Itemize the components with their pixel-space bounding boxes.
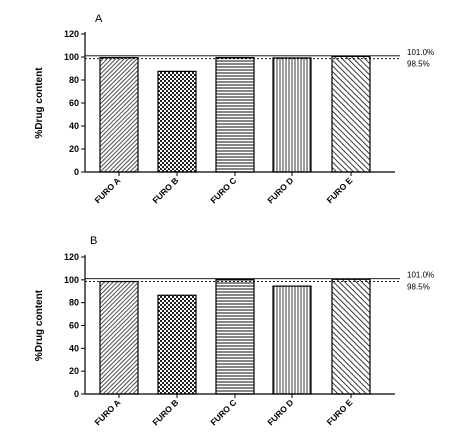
y-axis-label: %Drug content (34, 289, 45, 361)
y-tick-label: 0 (74, 389, 79, 399)
chart-panel-a: A %Drug content 101.0% 98.5% 0 20 40 60 80 100 120… (34, 13, 434, 205)
bar-furo-e (331, 278, 371, 395)
reference-line-label: 98.5% (407, 60, 430, 69)
x-tick-label: FURO A (93, 175, 123, 205)
x-tick-label: FURO C (208, 175, 238, 205)
y-tick-label: 100 (64, 275, 79, 285)
y-tick-label: 120 (64, 252, 79, 262)
y-tick-label: 80 (69, 298, 79, 308)
panel-label: A (95, 13, 103, 25)
y-tick-label: 120 (64, 29, 79, 39)
y-tick-label: 40 (69, 121, 79, 131)
bar-furo-c (215, 278, 255, 395)
y-tick-label: 60 (69, 98, 79, 108)
chart-panel-b: B %Drug content 101.0% 98.5% 0 20 40 60 80 100 120… (34, 235, 434, 427)
bar-furo-e (331, 55, 371, 173)
x-tick-label: FURO B (150, 175, 180, 205)
y-tick-label: 20 (69, 366, 79, 376)
y-axis-label: %Drug content (34, 67, 45, 139)
y-tick-label: 100 (64, 52, 79, 62)
bar-furo-d (272, 57, 312, 173)
bar-furo-a (99, 280, 139, 395)
y-tick-label: 20 (69, 144, 79, 154)
panel-label: B (90, 235, 97, 247)
x-tick-label: FURO C (208, 397, 238, 427)
x-tick-label: FURO D (265, 397, 295, 427)
bar-furo-a (99, 56, 139, 173)
x-tick-label: FURO E (325, 397, 355, 427)
reference-line-label: 101.0% (407, 271, 434, 280)
y-tick-label: 40 (69, 343, 79, 353)
bar-furo-c (215, 56, 255, 173)
x-tick-label: FURO E (325, 175, 355, 205)
x-tick-label: FURO B (150, 397, 180, 427)
x-tick-label: FURO A (93, 397, 123, 427)
y-tick-label: 80 (69, 75, 79, 85)
y-tick-label: 0 (74, 167, 79, 177)
bar-furo-d (272, 285, 312, 395)
x-tick-label: FURO D (265, 175, 295, 205)
reference-line-label: 101.0% (407, 48, 434, 57)
y-tick-label: 60 (69, 321, 79, 331)
bar-furo-b (157, 294, 197, 395)
reference-line-label: 98.5% (407, 283, 430, 292)
bar-furo-b (157, 70, 197, 173)
